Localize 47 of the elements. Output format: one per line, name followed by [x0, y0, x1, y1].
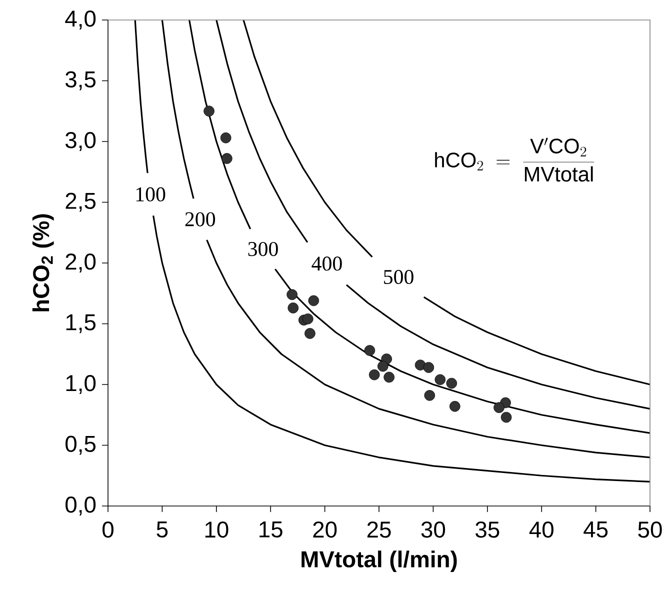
x-tick-label: 10: [205, 522, 228, 538]
point: [378, 360, 388, 372]
y-tick-label: 2,5: [66, 192, 96, 212]
y-axis-title: hCO$_{2}$ (%): [32, 214, 54, 312]
point: [494, 402, 504, 413]
point: [446, 378, 458, 389]
point: [204, 106, 214, 117]
y-tick-label: 1,0: [66, 375, 96, 394]
annotation: 400: [312, 256, 342, 271]
point: [364, 345, 376, 356]
y-tick-label: 0,5: [66, 436, 96, 455]
x-tick-label: 35: [476, 522, 500, 538]
point: [304, 328, 316, 339]
point: [308, 295, 320, 306]
x-tick-label: 45: [584, 522, 608, 538]
point: [220, 132, 232, 144]
point: [286, 289, 298, 300]
point: [423, 362, 434, 373]
point: [500, 412, 512, 423]
point: [368, 369, 380, 380]
x-tick-label: 25: [367, 522, 391, 538]
x-tick-label: 0: [102, 522, 114, 538]
y-tick-label: 3,0: [66, 132, 96, 151]
x-tick-label: 15: [260, 522, 282, 538]
point: [288, 302, 299, 314]
x-tick-label: 5: [156, 522, 168, 538]
x-tick-label: 30: [421, 522, 446, 538]
point: [434, 374, 446, 386]
annotation: $\mathrm{hCO}_{2} \;=\; \frac{\mathrm{V'CO}_{2}}{\mathrm{MVtotal}}$: [435, 138, 594, 182]
y-tick-label: 0,0: [66, 496, 96, 516]
annotation: 500: [384, 270, 414, 284]
annotation: 100: [136, 187, 166, 202]
point: [222, 153, 232, 164]
y-tick-label: 2,0: [66, 254, 96, 272]
y-tick-label: 1,5: [66, 314, 96, 334]
x-tick-label: 50: [638, 522, 662, 538]
point: [449, 400, 460, 412]
point: [302, 313, 314, 324]
x-tick-label: 20: [313, 522, 337, 538]
y-tick-label: 3,5: [66, 71, 96, 90]
annotation: 200: [185, 212, 216, 226]
point: [384, 372, 394, 383]
point: [424, 390, 436, 401]
y-tick-label: 4,0: [65, 10, 96, 30]
x-axis-title: MVtotal (l/min): [302, 550, 457, 572]
x-tick-label: 40: [529, 522, 554, 538]
annotation: 300: [248, 242, 278, 256]
